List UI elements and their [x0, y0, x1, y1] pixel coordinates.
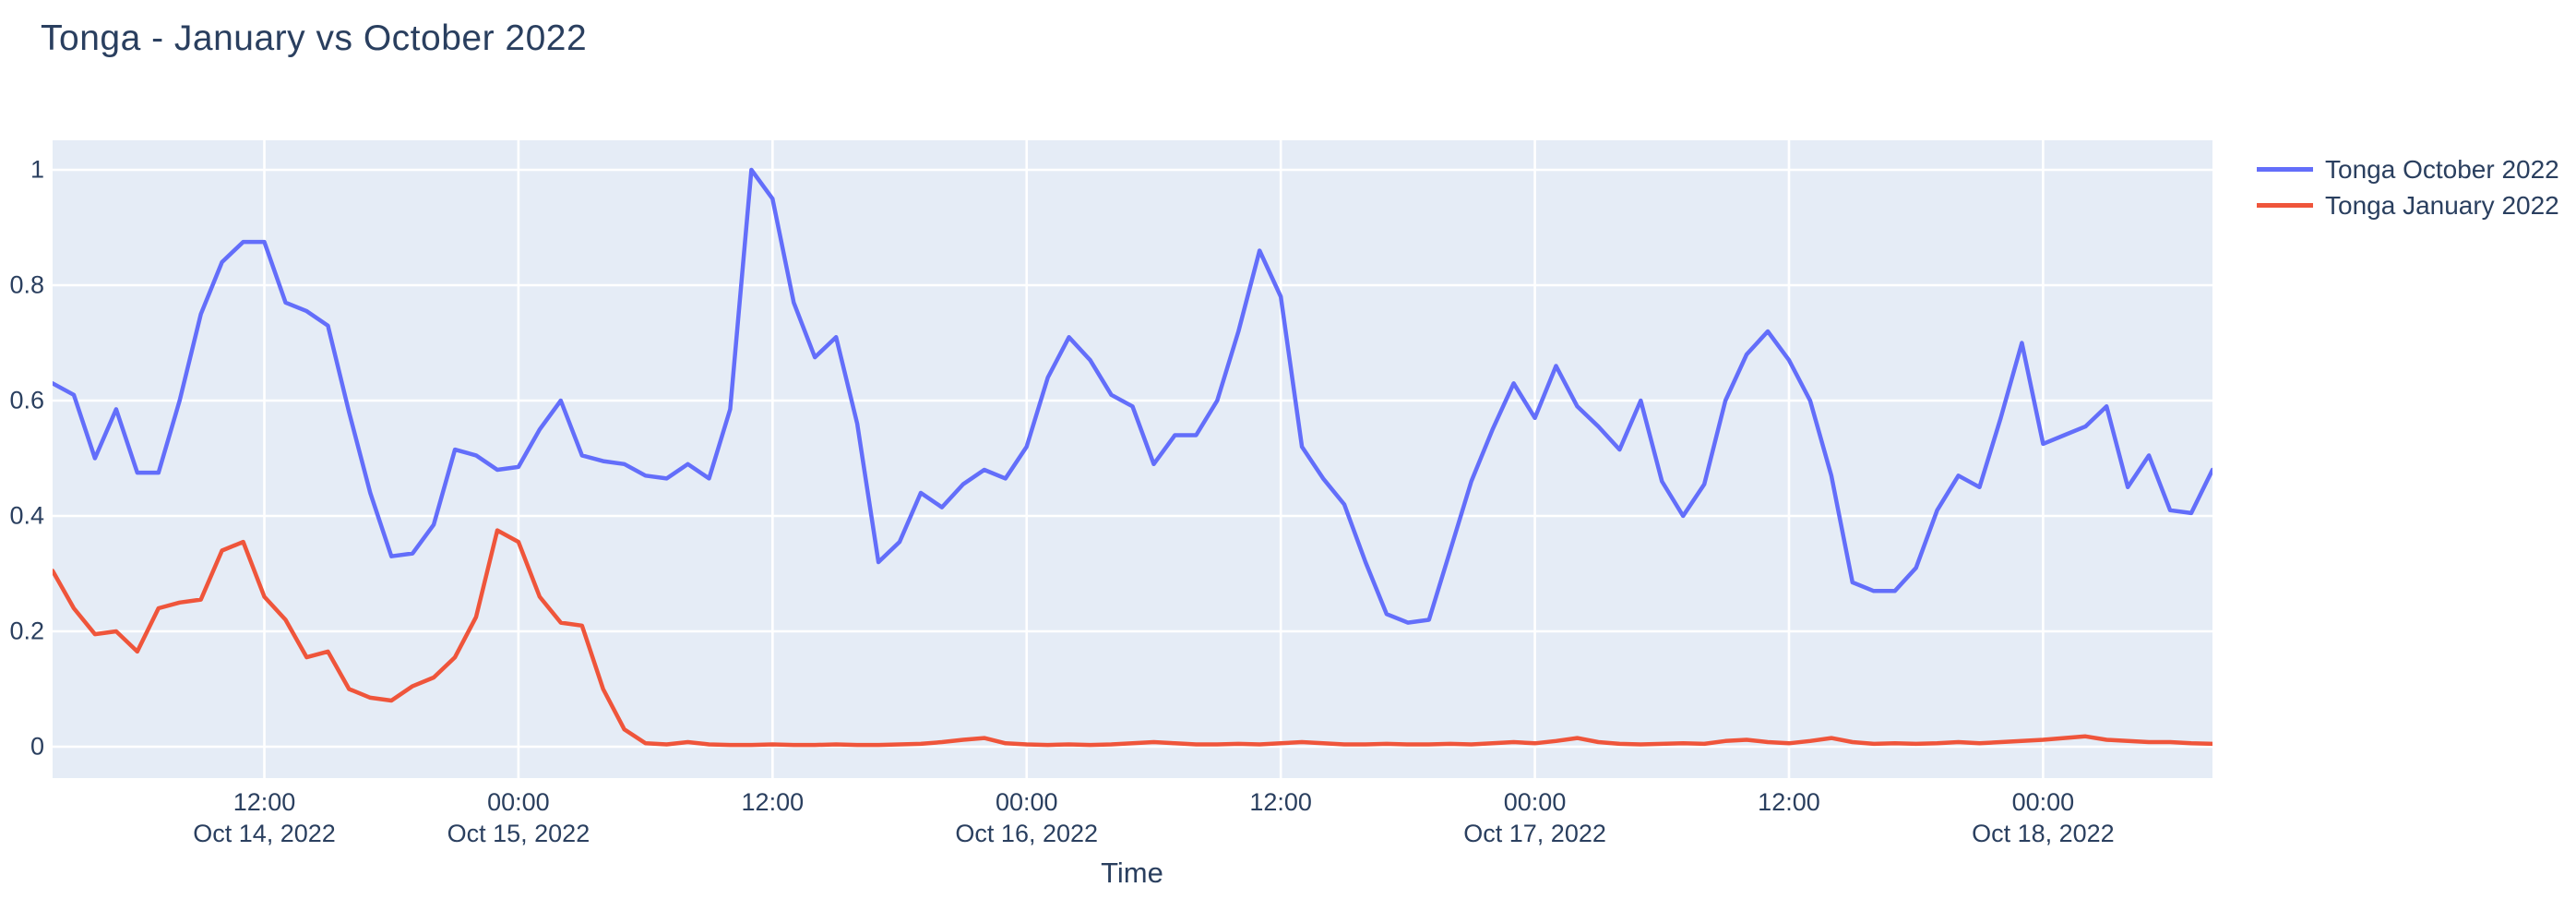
october-series-line[interactable] — [53, 167, 2212, 625]
x-tick-time: 00:00 — [2011, 788, 2075, 816]
x-tick-label: 12:00 — [1249, 786, 1312, 818]
y-tick-label: 0.6 — [9, 386, 44, 414]
legend-item-october[interactable]: Tonga October 2022 — [2257, 151, 2559, 187]
january-line-swatch-icon — [2257, 203, 2313, 208]
x-tick-label: 00:00 Oct 17, 2022 — [1463, 786, 1606, 849]
x-tick-date: Oct 16, 2022 — [955, 820, 1099, 847]
x-tick-date: Oct 17, 2022 — [1463, 820, 1606, 847]
x-tick-time: 12:00 — [741, 788, 805, 816]
x-tick-label: 00:00 Oct 15, 2022 — [447, 786, 590, 849]
x-tick-time: 12:00 — [1758, 788, 1820, 816]
x-tick-time: 12:00 — [233, 788, 296, 816]
x-axis-title: Time — [1101, 857, 1163, 889]
y-tick-label: 1 — [30, 155, 44, 184]
legend-label: Tonga October 2022 — [2325, 154, 2559, 184]
y-tick-label: 0.4 — [9, 501, 44, 530]
january-series-line[interactable] — [53, 528, 2212, 748]
legend-label: Tonga January 2022 — [2325, 190, 2559, 220]
plot-background — [53, 140, 2212, 778]
y-tick-label: 0 — [30, 732, 44, 761]
x-tick-date: Oct 18, 2022 — [1972, 820, 2115, 847]
y-gridlines — [53, 168, 2212, 749]
x-tick-time: 00:00 — [995, 788, 1058, 816]
x-tick-label: 00:00 Oct 18, 2022 — [1972, 786, 2115, 849]
x-tick-label: 12:00 — [742, 786, 805, 818]
x-tick-label: 12:00 Oct 14, 2022 — [193, 786, 336, 849]
x-tick-date: Oct 14, 2022 — [193, 820, 336, 847]
october-line-swatch-icon — [2257, 167, 2313, 172]
x-tick-time: 12:00 — [1249, 788, 1312, 816]
x-tick-time: 00:00 — [487, 788, 550, 816]
x-tick-label: 00:00 Oct 16, 2022 — [955, 786, 1098, 849]
chart-canvas[interactable] — [53, 140, 2212, 778]
y-tick-label: 0.2 — [9, 617, 44, 645]
x-tick-label: 12:00 — [1758, 786, 1820, 818]
legend-item-january[interactable]: Tonga January 2022 — [2257, 187, 2559, 223]
plot-area[interactable] — [53, 140, 2212, 778]
y-tick-label: 0.8 — [9, 270, 44, 299]
x-tick-time: 00:00 — [1503, 788, 1567, 816]
x-tick-date: Oct 15, 2022 — [447, 820, 590, 847]
legend: Tonga October 2022 Tonga January 2022 — [2257, 151, 2559, 223]
chart-title: Tonga - January vs October 2022 — [41, 18, 588, 58]
